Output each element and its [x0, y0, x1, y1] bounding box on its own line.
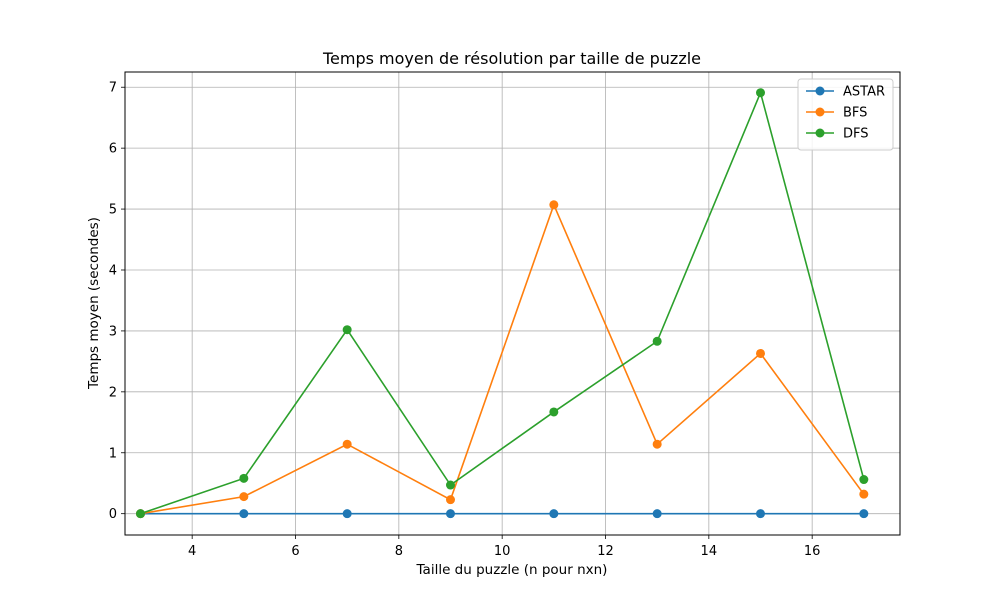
plot-frame	[124, 71, 901, 536]
legend-marker-bfs	[815, 107, 825, 117]
data-point-astar	[652, 509, 662, 519]
legend-label-bfs: BFS	[843, 106, 867, 121]
data-point-dfs	[342, 325, 352, 335]
legend-item-astar: ASTAR	[806, 85, 885, 100]
data-point-bfs	[549, 200, 559, 210]
data-point-astar	[342, 509, 352, 519]
legend-label-astar: ASTAR	[843, 85, 885, 100]
data-point-bfs	[239, 492, 249, 502]
series-line-dfs	[140, 90, 865, 515]
series-dfs	[136, 88, 869, 519]
data-point-astar	[446, 509, 455, 519]
data-point-dfs	[446, 480, 455, 490]
data-point-dfs	[239, 473, 249, 483]
y-tick-label: 0	[109, 507, 117, 522]
y-tick-label: 3	[109, 324, 117, 339]
legend-item-bfs: BFS	[806, 106, 867, 121]
data-point-astar	[859, 509, 869, 519]
data-point-astar	[756, 509, 765, 519]
y-tick-label: 1	[109, 446, 117, 461]
data-point-dfs	[549, 407, 559, 417]
x-tick-label: 12	[597, 544, 614, 559]
data-point-dfs	[652, 336, 662, 346]
data-point-bfs	[446, 495, 455, 505]
x-axis-title: Taille du puzzle (n pour nxn)	[416, 562, 608, 578]
data-point-astar	[239, 509, 249, 519]
data-point-astar	[549, 509, 559, 519]
data-point-bfs	[342, 439, 352, 449]
data-point-bfs	[652, 439, 662, 449]
data-point-dfs	[859, 475, 869, 485]
x-tick-label: 8	[395, 544, 403, 559]
data-series	[136, 88, 869, 519]
data-point-bfs	[859, 489, 869, 499]
y-axis-title: Temps moyen (secondes)	[86, 217, 102, 390]
x-tick-label: 10	[494, 544, 511, 559]
series-astar	[136, 509, 869, 519]
series-line-bfs	[140, 202, 865, 515]
legend-label-dfs: DFS	[843, 127, 869, 142]
data-point-bfs	[756, 348, 765, 358]
legend-marker-astar	[815, 86, 825, 96]
y-tick-label: 2	[109, 385, 117, 400]
data-point-dfs	[756, 88, 765, 98]
x-tick-label: 4	[188, 544, 196, 559]
legend-item-dfs: DFS	[806, 127, 869, 142]
y-tick-label: 6	[109, 142, 117, 157]
y-tick-label: 5	[109, 203, 117, 218]
x-tick-label: 6	[291, 544, 299, 559]
legend-marker-dfs	[815, 128, 825, 138]
chart-title: Temps moyen de résolution par taille de …	[322, 49, 701, 68]
y-tick-label: 7	[109, 81, 117, 96]
x-tick-label: 14	[701, 544, 718, 559]
y-tick-label: 4	[109, 263, 117, 278]
x-tick-label: 16	[804, 544, 821, 559]
data-point-dfs	[136, 509, 145, 519]
legend: ASTAR BFS DFS	[797, 78, 894, 151]
